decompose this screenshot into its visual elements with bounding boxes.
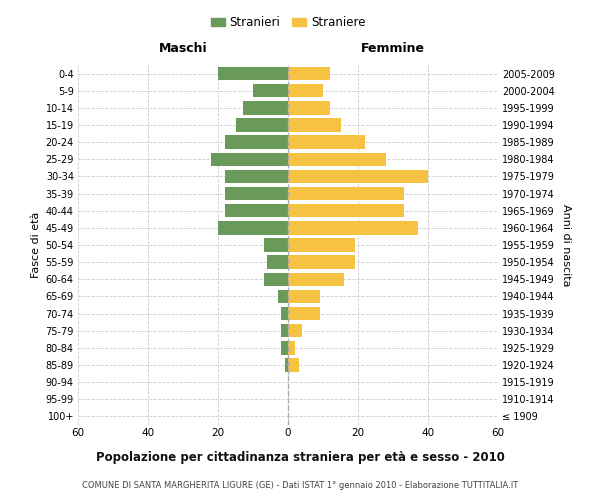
Bar bbox=[253, 84, 288, 98]
Bar bbox=[288, 152, 386, 166]
Bar bbox=[288, 136, 365, 149]
Legend: Stranieri, Straniere: Stranieri, Straniere bbox=[206, 12, 370, 34]
Bar bbox=[281, 307, 288, 320]
Bar bbox=[218, 221, 288, 234]
Bar bbox=[242, 101, 288, 114]
Y-axis label: Fasce di età: Fasce di età bbox=[31, 212, 41, 278]
Bar bbox=[288, 256, 355, 269]
Bar bbox=[284, 358, 288, 372]
Bar bbox=[288, 272, 344, 286]
Bar bbox=[225, 136, 288, 149]
Bar bbox=[263, 272, 288, 286]
Bar bbox=[288, 221, 418, 234]
Bar bbox=[277, 290, 288, 303]
Bar bbox=[281, 341, 288, 354]
Y-axis label: Anni di nascita: Anni di nascita bbox=[560, 204, 571, 286]
Bar bbox=[225, 187, 288, 200]
Text: Maschi: Maschi bbox=[158, 42, 208, 54]
Bar bbox=[288, 84, 323, 98]
Bar bbox=[288, 307, 320, 320]
Bar bbox=[225, 170, 288, 183]
Bar bbox=[211, 152, 288, 166]
Bar bbox=[267, 256, 288, 269]
Bar bbox=[288, 358, 299, 372]
Bar bbox=[288, 204, 404, 218]
Bar bbox=[288, 187, 404, 200]
Text: Femmine: Femmine bbox=[361, 42, 425, 54]
Bar bbox=[281, 324, 288, 338]
Bar bbox=[288, 290, 320, 303]
Bar bbox=[218, 67, 288, 80]
Bar bbox=[288, 118, 341, 132]
Bar bbox=[288, 170, 428, 183]
Bar bbox=[235, 118, 288, 132]
Bar bbox=[225, 204, 288, 218]
Bar bbox=[288, 101, 330, 114]
Bar bbox=[263, 238, 288, 252]
Bar bbox=[288, 238, 355, 252]
Text: Popolazione per cittadinanza straniera per età e sesso - 2010: Popolazione per cittadinanza straniera p… bbox=[95, 451, 505, 464]
Text: COMUNE DI SANTA MARGHERITA LIGURE (GE) - Dati ISTAT 1° gennaio 2010 - Elaborazio: COMUNE DI SANTA MARGHERITA LIGURE (GE) -… bbox=[82, 480, 518, 490]
Bar bbox=[288, 341, 295, 354]
Bar bbox=[288, 324, 302, 338]
Bar bbox=[288, 67, 330, 80]
